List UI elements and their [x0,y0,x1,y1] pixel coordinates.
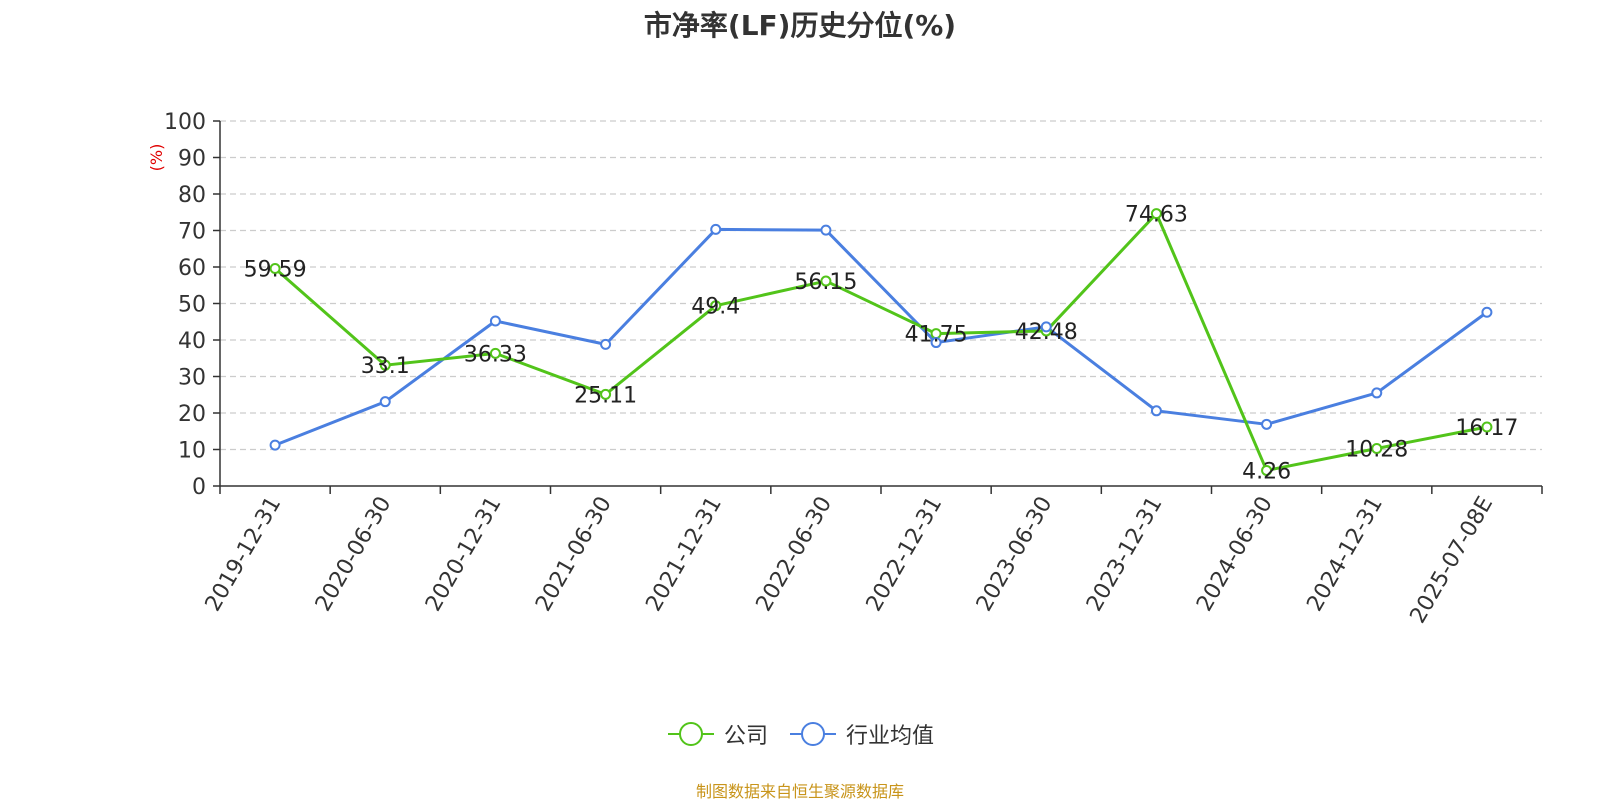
data-label: 4.26 [1242,459,1291,484]
data-label: 16.17 [1455,416,1518,441]
data-point [1150,208,1162,220]
legend-marker-industry-avg [790,722,836,746]
data-label: 10.28 [1345,437,1408,462]
line-chart: 0 10 20 30 40 50 60 70 80 90 100 (%) 2019-12-31 2020-… [147,110,1543,628]
data-point [1371,442,1383,454]
data-point [1261,418,1273,430]
data-point [1371,387,1383,399]
x-tick-label: 2023-12-31 [1082,493,1168,616]
data-point [600,388,612,400]
data-source-note: 制图数据来自恒生聚源数据库 [695,782,904,801]
data-point [379,396,391,408]
legend-label-industry-avg: 行业均值 [846,724,935,749]
x-tick-label: 2021-06-30 [531,493,617,616]
series-line [274,212,1488,472]
data-point [820,224,832,236]
data-label: 74.63 [1125,203,1188,228]
data-label: 59.59 [244,257,307,282]
data-point [600,338,612,350]
data-point [930,337,942,349]
y-tick-label: 100 [164,110,206,135]
y-tick-label: 0 [192,475,206,500]
data-point [1150,405,1162,417]
chart-title: 市净率(LF)历史分位(%) [643,9,957,42]
y-tick-label: 50 [178,293,206,318]
x-tick-label: 2021-12-31 [641,493,727,616]
data-point [489,347,501,359]
y-tick-label: 60 [178,256,206,281]
data-point [1481,306,1493,318]
y-tick-label: 30 [178,366,206,391]
x-tick-label: 2020-12-31 [421,492,507,615]
y-tick-label: 10 [178,439,206,464]
legend-marker-company [667,722,714,746]
legend: 公司 行业均值 [0,718,1600,750]
data-point [1481,421,1493,433]
data-label: 42.48 [1015,320,1078,345]
x-tick-label: 2022-06-30 [752,493,838,616]
data-label: 36.33 [464,342,527,367]
y-axis-label: (%) [147,144,166,172]
data-label: 25.11 [574,383,637,408]
y-tick-label: 90 [178,147,206,172]
data-point [710,300,722,312]
data-label: 41.75 [905,323,968,348]
data-label: 49.4 [691,295,740,320]
y-tick-label: 20 [178,402,206,427]
data-point [710,223,722,235]
legend-item-company[interactable]: 公司 [666,718,768,750]
data-label: 56.15 [794,270,857,295]
y-tick-label: 40 [178,329,206,354]
y-tick-label: 80 [178,183,206,208]
legend-label-company: 公司 [723,724,768,749]
x-tick-label: 2019-12-31 [201,493,287,616]
legend-item-industry-avg[interactable]: 行业均值 [788,718,934,750]
data-point [820,275,832,287]
x-tick-label: 2024-06-30 [1192,493,1278,616]
data-point [1040,321,1052,333]
data-point [1261,464,1273,476]
data-point [269,262,281,274]
data-label: 33.1 [361,354,410,379]
x-tick-label: 2023-06-30 [972,493,1058,616]
data-point [489,315,501,327]
y-tick-label: 70 [178,220,206,245]
x-tick-label: 2025-07-08E [1406,493,1499,628]
x-tick-label: 2020-06-30 [311,493,397,616]
data-point [379,359,391,371]
x-tick-label: 2024-12-31 [1302,493,1388,616]
x-tick-label: 2022-12-31 [862,492,948,615]
series-line [274,227,1488,447]
data-point [269,439,281,451]
